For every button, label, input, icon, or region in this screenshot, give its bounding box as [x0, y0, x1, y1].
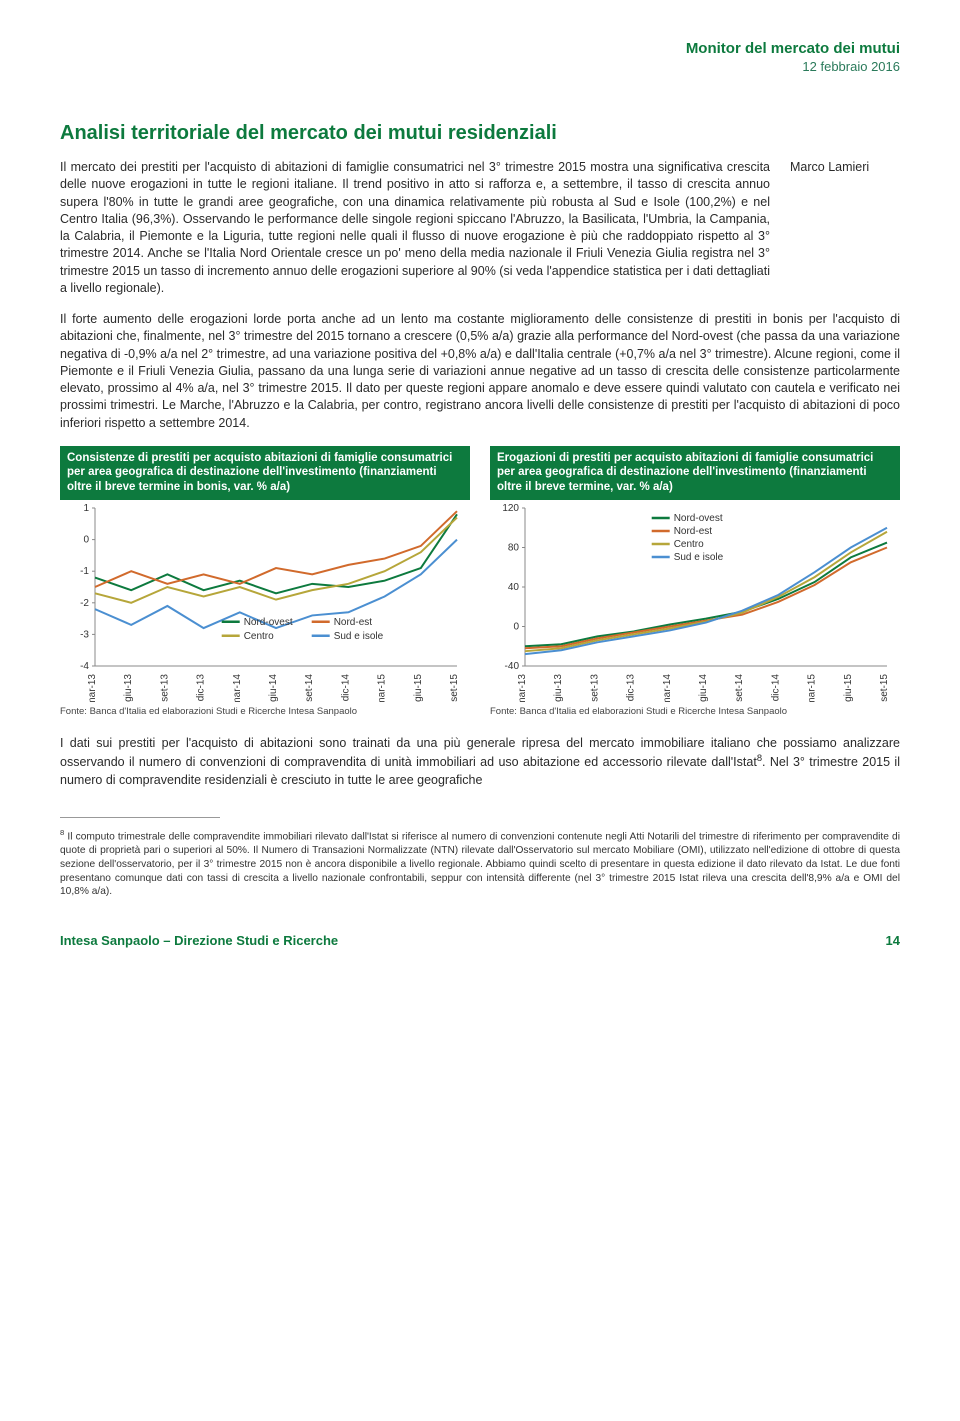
charts-row: Consistenze di prestiti per acquisto abi… — [60, 446, 900, 717]
header-date: 12 febbraio 2016 — [60, 59, 900, 74]
footnote-separator — [60, 817, 220, 818]
footer-left: Intesa Sanpaolo – Direzione Studi e Rice… — [60, 933, 338, 948]
footnote: 8 Il computo trimestrale delle compraven… — [60, 828, 900, 899]
chart-right-plot: -40 0 40 80 120 mar-13 giu-13 set-13 dic-13 mar-1… — [490, 502, 900, 702]
svg-text:120: 120 — [502, 503, 519, 514]
svg-text:set-15: set-15 — [879, 673, 890, 701]
chart-left-title: Consistenze di prestiti per acquisto abi… — [60, 446, 470, 500]
svg-text:mar-15: mar-15 — [807, 673, 818, 701]
svg-text:giu-15: giu-15 — [843, 673, 854, 701]
svg-text:Nord-ovest: Nord-ovest — [244, 617, 293, 628]
footer-page-number: 14 — [886, 933, 900, 948]
svg-text:dic-13: dic-13 — [626, 673, 637, 701]
svg-text:set-14: set-14 — [734, 673, 745, 701]
svg-text:set-14: set-14 — [304, 673, 315, 701]
paragraph-3: I dati sui prestiti per l'acquisto di ab… — [60, 735, 900, 789]
svg-text:Nord-ovest: Nord-ovest — [674, 513, 723, 524]
header-title: Monitor del mercato dei mutui — [60, 40, 900, 57]
svg-text:set-15: set-15 — [449, 673, 460, 701]
svg-text:set-13: set-13 — [589, 673, 600, 701]
svg-text:set-13: set-13 — [159, 673, 170, 701]
svg-text:Sud e isole: Sud e isole — [674, 552, 724, 563]
svg-text:dic-13: dic-13 — [196, 673, 207, 701]
chart-right-source: Fonte: Banca d'Italia ed elaborazioni St… — [490, 706, 900, 717]
svg-text:-40: -40 — [505, 661, 520, 672]
svg-text:-2: -2 — [80, 598, 89, 609]
section-title: Analisi territoriale del mercato dei mut… — [60, 122, 900, 145]
svg-text:80: 80 — [508, 542, 520, 553]
svg-text:mar-14: mar-14 — [232, 673, 243, 701]
page-header: Monitor del mercato dei mutui 12 febbrai… — [60, 40, 900, 74]
svg-text:mar-13: mar-13 — [87, 673, 98, 701]
footnote-text: Il computo trimestrale delle compravendi… — [60, 831, 900, 897]
chart-left-source: Fonte: Banca d'Italia ed elaborazioni St… — [60, 706, 470, 717]
svg-text:giu-13: giu-13 — [123, 673, 134, 701]
svg-text:0: 0 — [83, 535, 89, 546]
chart-left: Consistenze di prestiti per acquisto abi… — [60, 446, 470, 717]
svg-text:-1: -1 — [80, 566, 89, 577]
svg-text:mar-14: mar-14 — [662, 673, 673, 701]
svg-text:giu-14: giu-14 — [268, 673, 279, 701]
svg-text:40: 40 — [508, 582, 520, 593]
svg-text:dic-14: dic-14 — [770, 673, 781, 701]
chart-right-title: Erogazioni di prestiti per acquisto abit… — [490, 446, 900, 500]
page-footer: Intesa Sanpaolo – Direzione Studi e Rice… — [60, 933, 900, 948]
paragraph-2: Il forte aumento delle erogazioni lorde … — [60, 311, 900, 432]
svg-text:Centro: Centro — [674, 539, 704, 550]
svg-text:1: 1 — [83, 503, 89, 514]
chart-right: Erogazioni di prestiti per acquisto abit… — [490, 446, 900, 717]
svg-text:Centro: Centro — [244, 631, 274, 642]
svg-text:Sud e isole: Sud e isole — [334, 631, 384, 642]
svg-text:mar-13: mar-13 — [517, 673, 528, 701]
svg-text:giu-15: giu-15 — [413, 673, 424, 701]
svg-text:mar-15: mar-15 — [377, 673, 388, 701]
svg-text:0: 0 — [513, 621, 519, 632]
author-name: Marco Lamieri — [790, 159, 900, 297]
svg-text:-4: -4 — [80, 661, 89, 672]
svg-text:giu-13: giu-13 — [553, 673, 564, 701]
svg-text:dic-14: dic-14 — [340, 673, 351, 701]
paragraph-1: Il mercato dei prestiti per l'acquisto d… — [60, 159, 770, 297]
chart-left-plot: -4 -3 -2 -1 0 1 mar-13 giu-13 set-13 dic-13 mar-14… — [60, 502, 470, 702]
svg-text:-3: -3 — [80, 629, 89, 640]
svg-text:giu-14: giu-14 — [698, 673, 709, 701]
svg-text:Nord-est: Nord-est — [674, 526, 713, 537]
svg-text:Nord-est: Nord-est — [334, 617, 373, 628]
